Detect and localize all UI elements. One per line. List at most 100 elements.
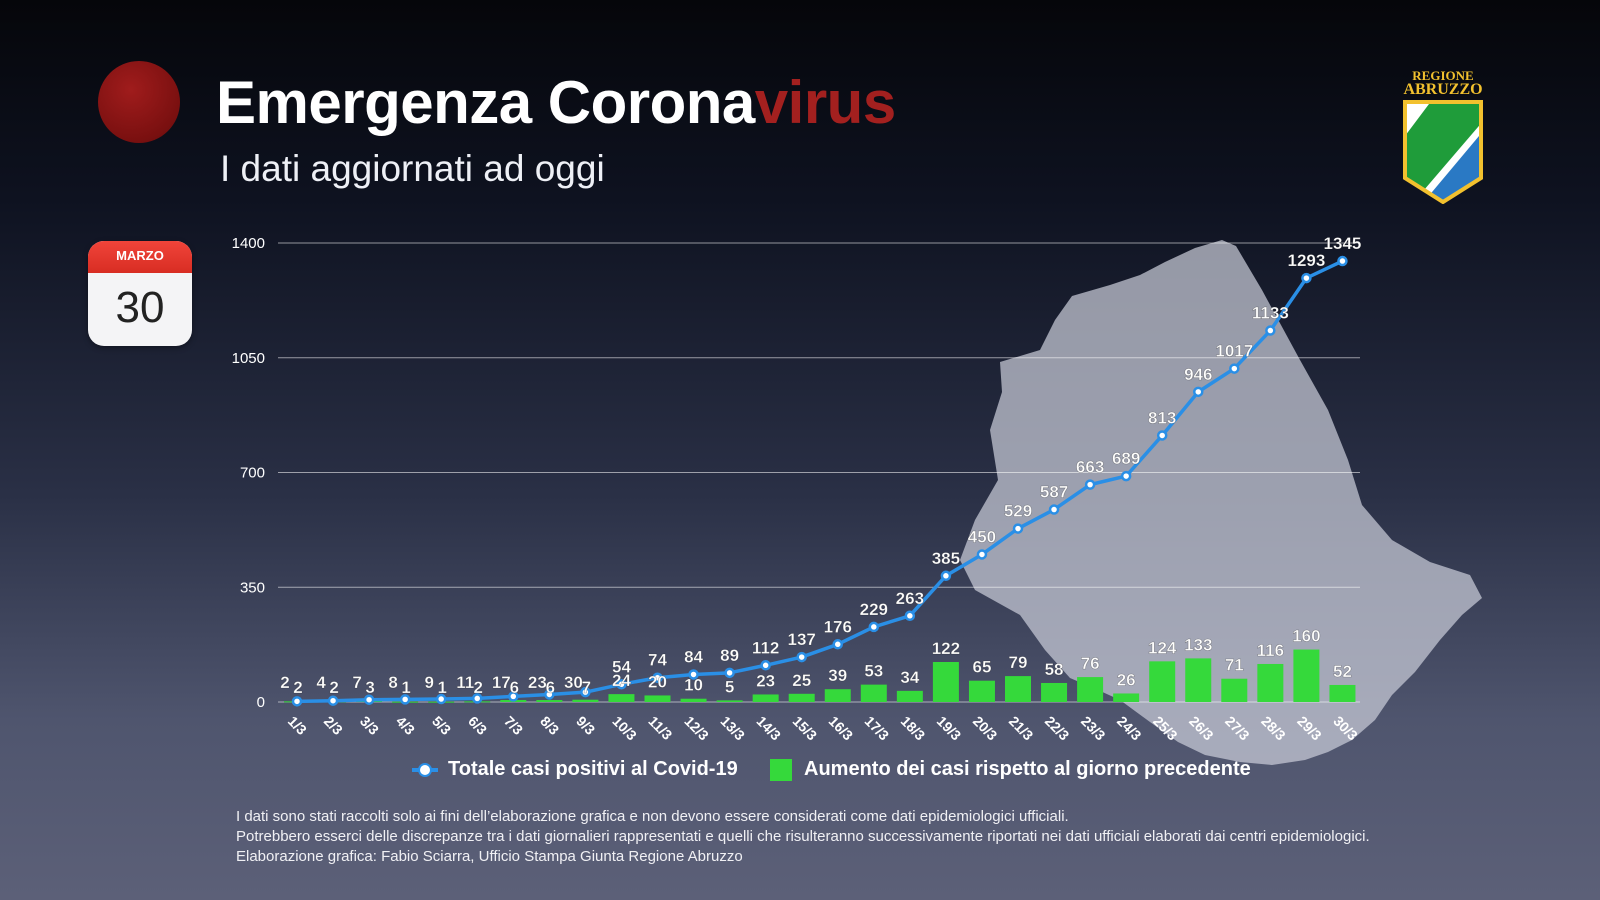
x-tick-label: 7/3 [501,713,526,738]
legend-bar-marker-icon [770,758,792,781]
line-point [796,651,807,663]
line-point [363,694,375,705]
total-data-label: 23 [528,673,547,692]
total-data-label: 663 [1076,458,1104,477]
x-tick-label: 18/3 [898,713,929,744]
x-tick-label: 9/3 [573,713,598,738]
legend-line-label: Totale casi positivi al Covid-19 [448,758,738,780]
line-point [435,693,447,705]
x-tick-label: 4/3 [393,713,418,738]
increment-data-label: 26 [1117,670,1136,689]
increment-data-label: 10 [684,676,703,695]
y-tick-label: 1050 [232,350,265,367]
x-tick-label: 22/3 [1042,713,1073,744]
line-point [868,621,880,633]
line-point [327,695,339,706]
x-tick-label: 14/3 [754,713,785,744]
total-data-label: 1017 [1215,342,1253,361]
line-point [976,549,988,560]
line-point [1337,255,1348,267]
bar [1329,684,1356,702]
bar [1221,678,1248,702]
bar [1041,682,1068,702]
total-data-label: 946 [1184,365,1212,384]
footnote-2: Potrebbero esserci delle discrepanze tra… [236,828,1370,845]
total-data-label: 689 [1112,449,1140,468]
bar [932,662,959,702]
x-tick-label: 23/3 [1078,713,1109,744]
increment-data-label: 6 [510,678,519,697]
series-line [296,259,1344,704]
total-data-label: 385 [932,549,960,568]
increment-data-label: 71 [1225,656,1244,675]
increment-data-label: 1 [401,678,410,697]
total-data-label: 84 [684,647,703,666]
y-tick-label: 700 [240,465,265,482]
line-point [1012,523,1024,534]
x-tick-label: 19/3 [934,713,965,744]
increment-data-label: 25 [792,671,811,690]
calendar-month: MARZO [88,241,192,273]
bar [896,690,923,702]
bar [1077,677,1104,702]
increment-data-label: 52 [1333,662,1352,681]
total-data-label: 229 [860,600,888,619]
x-tick-label: 21/3 [1006,713,1037,744]
y-tick-label: 350 [240,579,265,596]
line-point [760,660,771,671]
x-tick-label: 11/3 [645,713,675,743]
bar [1257,663,1284,702]
increment-data-label: 6 [546,678,555,697]
line-point [1193,386,1204,398]
total-data-label: 54 [612,657,631,676]
abruzzo-map-silhouette [960,240,1482,765]
line-point [1084,479,1096,490]
footnote-1: I dati sono stati raccolti solo ai fini … [236,808,1069,825]
x-tick-label: 8/3 [537,713,562,738]
regione-abruzzo-logo: REGIONE ABRUZZO [1402,68,1484,204]
title-accent: virus [754,69,896,136]
red-dot-icon [98,61,180,143]
line-point [652,672,663,683]
increment-data-label: 7 [582,678,591,697]
line-point [291,696,303,707]
increment-data-label: 20 [648,672,667,691]
increment-data-label: 23 [756,671,775,690]
page-title: Emergenza Coronavirus [216,68,896,137]
total-data-label: 137 [788,630,816,649]
x-tick-label: 24/3 [1114,713,1145,744]
total-data-label: 263 [896,589,924,608]
x-tick-label: 10/3 [609,713,640,744]
bar [608,694,635,702]
logo-line-1: REGIONE [1412,68,1474,83]
legend-line-marker-icon [412,762,438,777]
line-point [1265,325,1276,336]
line-point [1156,430,1168,441]
x-tick-label: 15/3 [790,713,821,744]
total-data-label: 1345 [1324,234,1362,253]
legend-bar-label: Aumento dei casi rispetto al giorno prec… [804,758,1251,780]
increment-data-label: 1 [437,678,446,697]
increment-data-label: 2 [474,678,483,697]
increment-data-label: 3 [365,678,374,697]
x-tick-label: 13/3 [717,713,748,744]
y-tick-label: 1400 [232,235,265,252]
logo-line-2: ABRUZZO [1403,81,1483,98]
bar [968,680,995,702]
increment-data-label: 5 [725,677,734,696]
total-data-label: 30 [564,673,583,692]
total-data-label: 1293 [1287,251,1325,270]
calendar-day: 30 [115,283,165,332]
bar [1293,649,1320,702]
total-data-label: 7 [352,673,361,692]
increment-data-label: 53 [864,662,883,681]
total-data-label: 450 [968,527,996,546]
increment-data-label: 160 [1292,627,1320,646]
line-point [1301,272,1312,284]
increment-data-label: 76 [1081,654,1100,673]
bar [572,699,599,702]
total-data-label: 89 [720,646,739,665]
x-tick-label: 17/3 [862,713,893,744]
title-main: Emergenza Corona [216,69,755,136]
increment-data-label: 79 [1009,653,1028,672]
